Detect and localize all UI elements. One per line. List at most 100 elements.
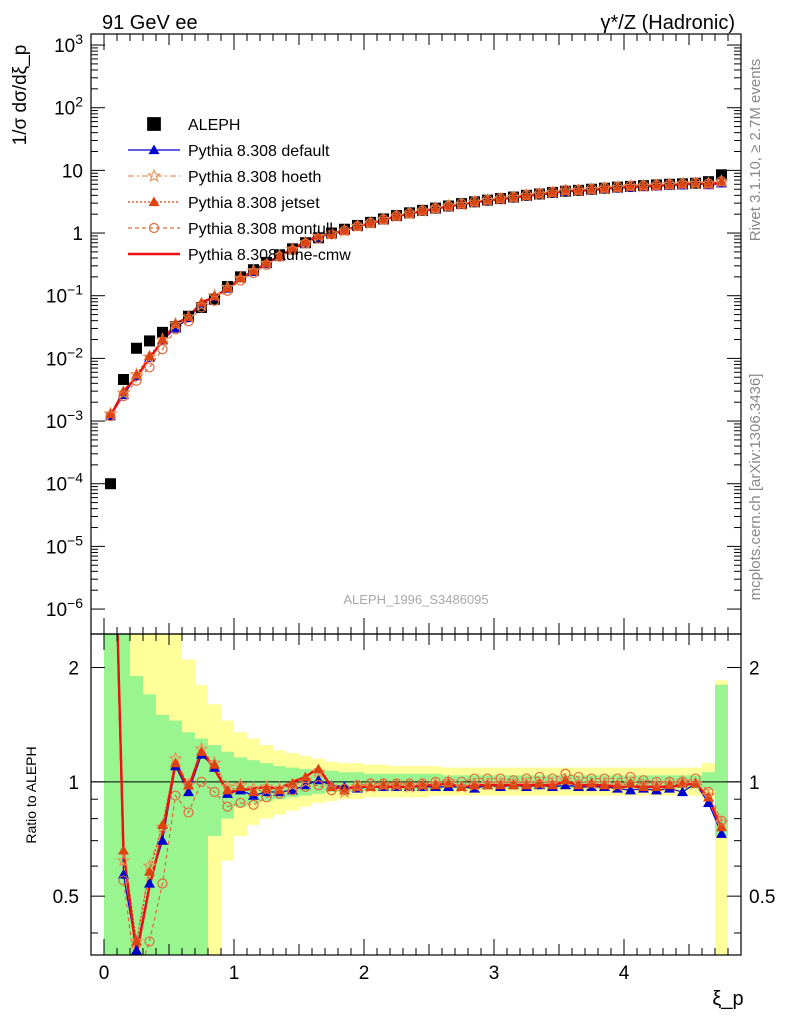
- main-point-3-12: [261, 257, 272, 268]
- main-point-3-40: [625, 181, 636, 191]
- stat-uncertainty-band: [195, 738, 208, 955]
- ratio-point-3-27: [456, 776, 467, 787]
- ratio-point-2-5: [170, 757, 181, 768]
- ratio-point-3-3: [144, 936, 155, 947]
- ratio-point-3-42: [651, 776, 662, 787]
- main-point-3-26: [443, 200, 454, 211]
- legend-marker-1: [148, 144, 160, 155]
- ratio-point-3-12: [261, 792, 272, 803]
- main-point-4-18: [339, 225, 350, 236]
- ratio-point-0-6: [183, 786, 194, 797]
- ratio-point-3-13: [274, 788, 285, 799]
- ratio-point-2-4: [157, 819, 168, 830]
- main-point-4-42: [651, 179, 662, 191]
- stat-uncertainty-band: [169, 720, 182, 955]
- ratio-point-3-44: [677, 776, 688, 787]
- legend-label-1: Pythia 8.308 default: [188, 143, 330, 160]
- main-point-3-31: [508, 192, 519, 202]
- main-point-4-41: [638, 180, 649, 191]
- main-point-4-0: [105, 410, 116, 422]
- ratio-point-3-9: [222, 801, 233, 812]
- ratio-point-3-19: [352, 780, 363, 791]
- stat-uncertainty-band: [182, 732, 195, 955]
- main-point-4-16: [313, 233, 324, 244]
- stat-uncertainty-band: [104, 634, 117, 955]
- main-point-3-23: [404, 208, 415, 218]
- ratio-point-3-1: [118, 875, 129, 886]
- main-point-3-32: [521, 190, 532, 200]
- ratio-point-2-6: [183, 779, 194, 790]
- ratio-point-2-3: [144, 866, 155, 876]
- main-series-line-2: [109, 181, 722, 415]
- ratio-point-3-8: [209, 786, 220, 798]
- main-point-4-21: [378, 214, 389, 225]
- mcplots-label: mcplots.cern.ch [arXiv:1306.3436]: [747, 374, 764, 601]
- main-point-4-35: [560, 184, 571, 195]
- main-point-0-1: [118, 374, 129, 386]
- main-point-4-10: [235, 275, 246, 286]
- ratio-point-2-32: [521, 779, 532, 790]
- ratio-point-0-47: [716, 828, 727, 838]
- ratio-point-3-45: [690, 773, 701, 784]
- main-point-3-15: [300, 236, 311, 247]
- ratio-point-2-9: [222, 784, 233, 795]
- ratio-point-3-22: [391, 778, 402, 789]
- ratio-point-3-20: [365, 778, 376, 789]
- ratio-point-2-20: [365, 781, 376, 791]
- ratio-point-1-4: [155, 819, 170, 834]
- ratio-point-2-36: [573, 779, 584, 790]
- main-point-4-44: [677, 178, 688, 189]
- main-series-line-3: [109, 181, 722, 415]
- main-point-4-14: [287, 245, 298, 256]
- main-point-3-37: [586, 184, 597, 194]
- main-point-4-15: [300, 238, 311, 249]
- ratio-point-3-15: [300, 781, 311, 792]
- ratio-point-2-30: [495, 779, 506, 790]
- ratio-point-3-17: [326, 785, 337, 796]
- main-point-3-33: [534, 188, 545, 199]
- ratio-point-2-47: [716, 821, 727, 832]
- main-point-3-41: [638, 180, 649, 191]
- main-point-3-29: [482, 195, 493, 205]
- main-point-4-39: [612, 181, 623, 192]
- ratio-point-2-38: [599, 779, 610, 790]
- main-point-4-2: [131, 375, 142, 386]
- main-point-4-1: [118, 391, 129, 402]
- main-point-3-20: [365, 217, 376, 228]
- ratio-point-3-18: [339, 783, 350, 794]
- main-point-3-39: [612, 182, 623, 192]
- main-point-4-5: [170, 324, 181, 335]
- ratio-point-0-2: [131, 944, 142, 955]
- main-point-4-20: [365, 217, 376, 228]
- main-point-2-7: [194, 297, 209, 312]
- main-point-3-38: [599, 183, 610, 193]
- ratio-point-0-46: [703, 797, 714, 808]
- stat-uncertainty-band: [715, 684, 728, 837]
- ratio-point-2-25: [430, 779, 441, 790]
- ratio-point-2-35: [560, 774, 571, 785]
- ratio-panel-marks: [116, 634, 729, 955]
- main-point-4-9: [222, 285, 233, 296]
- ratio-point-2-11: [248, 786, 259, 797]
- main-point-4-24: [417, 205, 428, 216]
- header-right-label: γ*/Z (Hadronic): [601, 12, 735, 34]
- legend-label-3: Pythia 8.308 jetset: [188, 195, 320, 212]
- ratio-point-0-14: [287, 784, 298, 795]
- main-point-0-2: [131, 342, 142, 354]
- main-point-3-17: [326, 228, 337, 238]
- analysis-watermark: ALEPH_1996_S3486095: [343, 592, 488, 607]
- main-y-tick-label: 102: [54, 94, 83, 120]
- main-point-3-25: [430, 203, 441, 213]
- ratio-y-tick-label: 2: [68, 658, 79, 679]
- main-point-4-3: [144, 362, 155, 373]
- ratio-point-3-14: [287, 785, 298, 796]
- main-point-3-28: [469, 196, 480, 207]
- ratio-point-3-24: [417, 778, 428, 789]
- ratio-point-3-46: [703, 786, 714, 798]
- ratio-point-3-31: [508, 775, 519, 786]
- ratio-point-2-28: [469, 779, 480, 790]
- main-y-axis-label: 1/σ dσ/dξ_p: [10, 45, 31, 146]
- ratio-point-1-16: [311, 764, 326, 779]
- main-point-3-19: [352, 220, 363, 231]
